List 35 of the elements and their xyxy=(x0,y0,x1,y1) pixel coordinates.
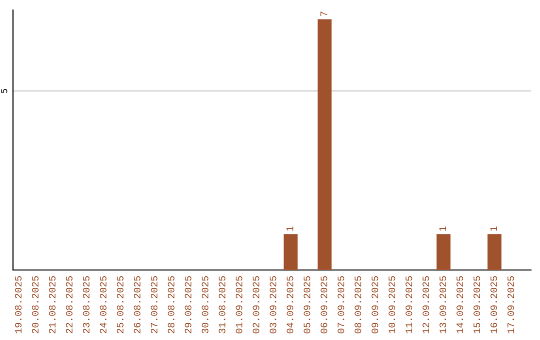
x-tick-label: 20.08.2025 xyxy=(32,276,39,334)
x-tick-label: 21.08.2025 xyxy=(48,276,56,334)
x-tick-label: 15.09.2025 xyxy=(474,276,480,334)
x-tick-label: 11.09.2025 xyxy=(406,276,412,334)
x-tick-label: 29.08.2025 xyxy=(184,276,192,334)
x-tick-label: 26.08.2025 xyxy=(134,276,140,334)
x-tick-label: 14.09.2025 xyxy=(456,276,464,334)
x-tick-label: 24.08.2025 xyxy=(100,276,106,334)
x-tick-label: 12.09.2025 xyxy=(422,276,430,334)
x-tick-label: 04.09.2025 xyxy=(286,276,294,334)
x-tick-label: 31.08.2025 xyxy=(218,276,226,334)
x-tick-label: 02.09.2025 xyxy=(252,276,260,334)
x-tick-label: 16.09.2025 xyxy=(490,276,498,334)
x-tick-label: 07.09.2025 xyxy=(338,276,344,334)
x-tick-label: 10.09.2025 xyxy=(388,276,396,334)
x-tick-label: 30.08.2025 xyxy=(202,276,208,334)
x-tick-label: 28.08.2025 xyxy=(168,276,174,334)
x-tick-label: 17.09.2025 xyxy=(507,276,514,334)
x-tick-label: 03.09.2025 xyxy=(270,276,276,334)
x-tick-label: 25.08.2025 xyxy=(116,276,124,334)
data-label: 1 xyxy=(286,226,294,231)
x-tick-label: 19.08.2025 xyxy=(14,276,22,334)
data-label: 1 xyxy=(439,226,446,231)
x-tick-label: 06.09.2025 xyxy=(320,276,328,334)
x-tick-label: 09.09.2025 xyxy=(372,276,378,334)
x-tick-label: 05.09.2025 xyxy=(304,276,310,334)
x-tick-label: 01.09.2025 xyxy=(236,276,242,334)
x-tick-label: 08.09.2025 xyxy=(354,276,362,334)
x-tick-label: 13.09.2025 xyxy=(440,276,446,334)
x-tick-label: 22.08.2025 xyxy=(66,276,73,334)
data-label: 1 xyxy=(490,226,497,231)
x-tick-label: 27.08.2025 xyxy=(150,276,158,334)
data-label: 7 xyxy=(320,12,328,16)
x-tick-label: 23.08.2025 xyxy=(82,276,90,334)
ref-line-label: 5 xyxy=(1,88,8,93)
